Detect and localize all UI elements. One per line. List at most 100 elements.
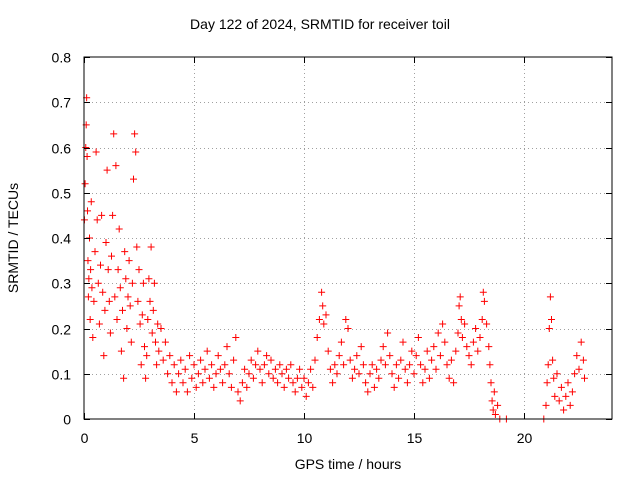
data-point [119,306,126,314]
data-point [379,343,387,351]
data-point [84,257,92,265]
data-point [344,325,352,332]
data-point [456,293,464,301]
data-point [568,388,576,396]
data-point [93,216,101,224]
data-point [247,356,255,364]
data-point [137,361,145,369]
data-point [145,275,153,283]
data-point [123,325,131,332]
data-point [551,392,559,400]
data-point [256,365,264,373]
data-point [355,370,363,378]
y-tick-label: 0.2 [52,322,72,338]
data-point [564,379,572,387]
data-point [90,297,98,305]
data-point [329,379,337,387]
data-point [542,401,550,409]
data-point [489,406,497,414]
data-point [245,370,253,378]
data-point [113,315,121,323]
data-point [340,361,348,369]
data-point [86,315,94,323]
data-point [392,361,400,369]
data-point [291,388,299,396]
data-point [474,347,482,355]
data-point [450,379,458,387]
y-tick-label: 0.7 [52,95,72,111]
data-point [105,297,113,305]
data-point [581,374,588,382]
data-point [280,383,288,391]
data-point [88,284,96,292]
x-axis-label: GPS time / hours [294,456,402,472]
axis-ticks: 0 0.1 0.2 0.3 0.4 0.5 0.6 0.7 0.8 0 5 10 15 20 [52,50,612,446]
data-point [491,410,499,418]
data-point [159,356,167,364]
data-point [423,347,431,355]
data-point [428,356,436,364]
data-point [320,320,328,328]
data-point [108,252,115,260]
y-tick-label: 0 [63,412,71,428]
data-point [390,383,398,391]
data-points [80,94,588,423]
data-point [269,374,277,382]
data-point [127,338,135,346]
data-point [89,334,97,342]
data-point [103,166,111,174]
data-point [458,334,466,342]
data-point [92,148,100,156]
data-point [197,356,205,364]
data-point [480,297,488,305]
data-point [201,365,209,373]
data-point [85,275,93,283]
data-point [421,365,429,373]
data-point [183,388,191,396]
data-point [132,148,140,156]
data-point [267,356,275,364]
data-point [192,383,200,391]
data-point [130,175,137,183]
data-point [147,243,155,251]
data-point [318,288,326,296]
data-point [106,329,114,337]
data-point [445,374,453,382]
data-point [467,361,475,369]
data-point [300,374,308,382]
data-point [410,370,418,378]
data-point [83,153,91,161]
data-point [98,211,106,219]
data-point [432,365,440,373]
data-point [133,243,141,251]
data-point [436,352,444,360]
data-point [241,365,249,373]
data-point [548,315,555,323]
data-point [307,365,315,373]
data-point [152,338,159,346]
data-point [419,379,427,387]
data-point [236,397,244,405]
data-point [549,356,557,364]
data-point [544,361,552,369]
data-point [260,361,268,369]
data-point [373,365,381,373]
data-point [112,162,120,170]
data-point [121,248,129,256]
data-point [457,315,465,323]
data-point [252,361,260,369]
data-point [142,374,150,382]
data-point [550,374,558,382]
data-point [234,388,242,396]
data-point [155,347,163,355]
y-tick-label: 0.8 [52,50,72,66]
data-point [110,130,118,138]
data-point [101,306,109,314]
data-point [439,320,447,328]
data-point [82,144,90,151]
y-tick-label: 0.4 [52,231,72,247]
data-point [337,338,345,346]
data-point [485,343,493,351]
data-point [366,370,374,378]
data-point [384,329,392,337]
